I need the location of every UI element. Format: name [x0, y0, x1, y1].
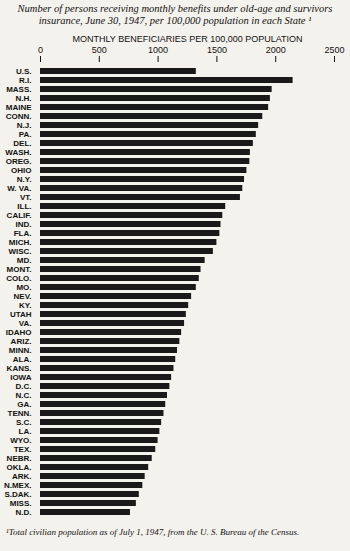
svg-text:OREG.: OREG.	[6, 157, 32, 166]
svg-text:MO.: MO.	[16, 283, 31, 292]
svg-text:COLO.: COLO.	[6, 274, 31, 283]
svg-text:S.DAK.: S.DAK.	[4, 490, 31, 499]
svg-text:ILL.: ILL.	[17, 202, 31, 211]
svg-text:WISC.: WISC.	[8, 247, 31, 256]
svg-text:2500: 2500	[324, 45, 344, 55]
html-text:Number of persons receiving mo: Number of persons receiving monthly bene…	[17, 3, 333, 26]
svg-text:MD.: MD.	[17, 256, 32, 265]
svg-text:KANS.: KANS.	[7, 364, 32, 373]
svg-text:IOWA: IOWA	[10, 373, 32, 382]
svg-text:1500: 1500	[207, 45, 227, 55]
svg-text:500: 500	[92, 45, 107, 55]
svg-text:GA.: GA.	[17, 400, 31, 409]
svg-text:MONT.: MONT.	[7, 265, 32, 274]
svg-text:U.S.: U.S.	[16, 67, 32, 76]
svg-text:PA.: PA.	[19, 130, 32, 139]
svg-text:N.Y.: N.Y.	[17, 175, 32, 184]
svg-text:TEX.: TEX.	[14, 445, 32, 454]
svg-text:KY.: KY.	[19, 301, 31, 310]
svg-text:0: 0	[38, 45, 43, 55]
svg-text:ARIZ.: ARIZ.	[11, 337, 32, 346]
svg-text:ARK.: ARK.	[12, 472, 32, 481]
svg-text:N.C.: N.C.	[16, 391, 32, 400]
svg-text:WYO.: WYO.	[10, 436, 31, 445]
svg-text:NEV.: NEV.	[14, 292, 32, 301]
svg-text:OKLA.: OKLA.	[7, 463, 32, 472]
svg-text:WASH.: WASH.	[5, 148, 31, 157]
svg-text:TENN.: TENN.	[8, 409, 32, 418]
svg-text:MICH.: MICH.	[9, 238, 32, 247]
svg-text:CALIF.: CALIF.	[7, 211, 32, 220]
svg-text:VA.: VA.	[19, 319, 32, 328]
svg-text:S.C.: S.C.	[16, 418, 32, 427]
svg-text:1000: 1000	[148, 45, 168, 55]
svg-text:IDAHO: IDAHO	[6, 328, 32, 337]
svg-text:VT.: VT.	[20, 193, 32, 202]
svg-text:CONN.: CONN.	[6, 112, 32, 121]
svg-text:MINN.: MINN.	[9, 346, 32, 355]
svg-text:N.MEX.: N.MEX.	[4, 481, 32, 490]
svg-text:IND.: IND.	[16, 220, 32, 229]
svg-text:2000: 2000	[266, 45, 286, 55]
svg-text:FLA.: FLA.	[14, 229, 32, 238]
svg-text:N.D.: N.D.	[16, 508, 32, 517]
svg-text:MASS.: MASS.	[6, 85, 31, 94]
svg-text:ALA.: ALA.	[13, 355, 32, 364]
svg-text:N.J.: N.J.	[17, 121, 32, 130]
svg-text:W. VA.: W. VA.	[7, 184, 31, 193]
svg-text:UTAH: UTAH	[10, 310, 32, 319]
svg-text:R.I.: R.I.	[19, 76, 31, 85]
svg-text:LA.: LA.	[19, 427, 32, 436]
svg-text:MONTHLY BENEFICIARIES PER 100,: MONTHLY BENEFICIARIES PER 100,000 POPULA…	[72, 34, 302, 44]
svg-text:N.H.: N.H.	[16, 94, 32, 103]
svg-text:OHIO: OHIO	[11, 166, 31, 175]
svg-text:DEL.: DEL.	[13, 139, 31, 148]
svg-text:MAINE: MAINE	[6, 103, 32, 112]
html-text:¹Total civilian population as: ¹Total civilian population as of July 1,…	[6, 527, 300, 537]
svg-text:NEBR.: NEBR.	[7, 454, 32, 463]
svg-text:D.C.: D.C.	[16, 382, 32, 391]
svg-text:MISS.: MISS.	[10, 499, 32, 508]
